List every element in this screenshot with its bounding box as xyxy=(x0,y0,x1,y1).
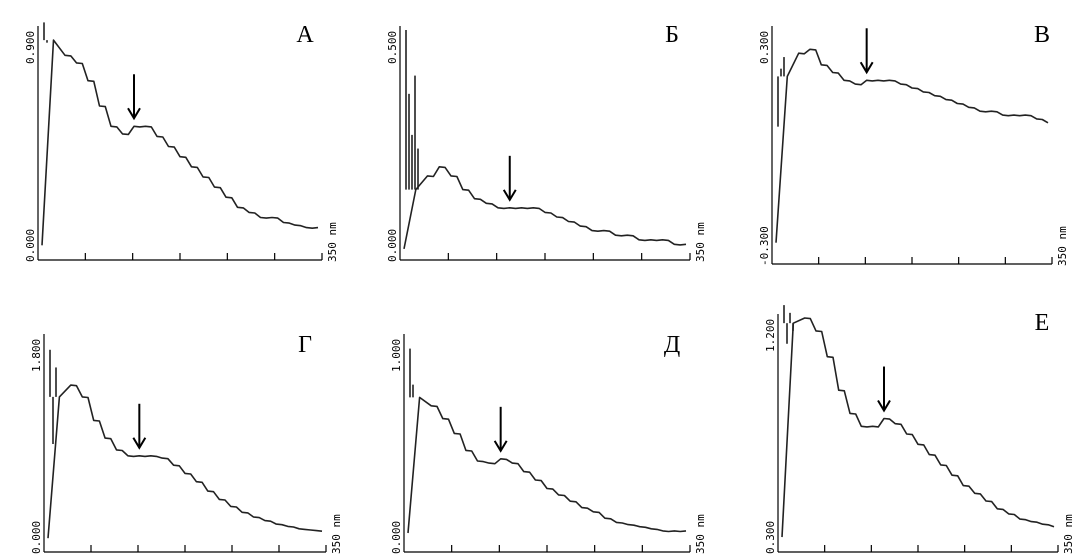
y-max-tick-label: 1.000 xyxy=(390,339,403,372)
panel-letter: Г xyxy=(298,332,312,358)
band-arrow-head xyxy=(132,437,147,450)
y-max-tick-label: 0.500 xyxy=(386,31,399,64)
spectrum-curve xyxy=(775,48,1049,243)
band-arrow-head xyxy=(127,107,141,121)
spectrum-panel-5: 1.000 0.000 350 nm Д xyxy=(390,332,707,554)
spectrum-curve xyxy=(41,39,319,246)
y-min-tick-label: 0.000 xyxy=(30,521,43,554)
spectrum-panel-1: 0.900 0.000 350 nm А xyxy=(24,22,339,262)
spectrum-panel-3: 0.300 -0.300 350 nm В xyxy=(758,22,1069,266)
x-end-tick-label: 350 nm xyxy=(326,222,339,262)
y-min-tick-label: 0.000 xyxy=(24,229,37,262)
y-max-tick-label: 0.900 xyxy=(24,31,37,64)
spectrum-curve xyxy=(407,396,687,534)
y-max-tick-label: 1.800 xyxy=(30,339,43,372)
panel-letter: Б xyxy=(665,22,679,48)
panel-letter: А xyxy=(296,22,314,48)
x-end-tick-label: 350 nm xyxy=(694,222,707,262)
y-max-tick-label: 0.300 xyxy=(758,31,771,64)
spectrum-panel-4: 1.800 0.000 350 nm Г xyxy=(30,332,343,554)
band-arrow-head xyxy=(877,400,891,413)
spectrum-panel-2: 0.500 0.000 350 nm Б xyxy=(386,22,707,262)
band-arrow-head xyxy=(502,189,517,202)
y-min-tick-label: 0.000 xyxy=(390,521,403,554)
spectrum-curve xyxy=(403,166,687,250)
y-min-tick-label: 0.000 xyxy=(386,229,399,262)
panel-letter: Е xyxy=(1035,310,1050,336)
y-min-tick-label: -0.300 xyxy=(758,226,771,266)
spectrum-panel-6: 1.200 0.300 350 nm Е xyxy=(764,305,1075,554)
band-arrow-head xyxy=(493,440,508,453)
spectrum-curve xyxy=(47,384,323,539)
x-end-tick-label: 350 nm xyxy=(1056,226,1069,266)
x-end-tick-label: 350 nm xyxy=(1062,514,1075,554)
x-end-tick-label: 350 nm xyxy=(694,514,707,554)
y-min-tick-label: 0.300 xyxy=(764,521,777,554)
y-max-tick-label: 1.200 xyxy=(764,319,777,352)
panel-letter: Д xyxy=(664,332,680,358)
x-end-tick-label: 350 nm xyxy=(330,514,343,554)
band-arrow-head xyxy=(859,61,874,75)
panel-letter: В xyxy=(1034,22,1050,48)
spectrum-curve xyxy=(781,317,1055,538)
